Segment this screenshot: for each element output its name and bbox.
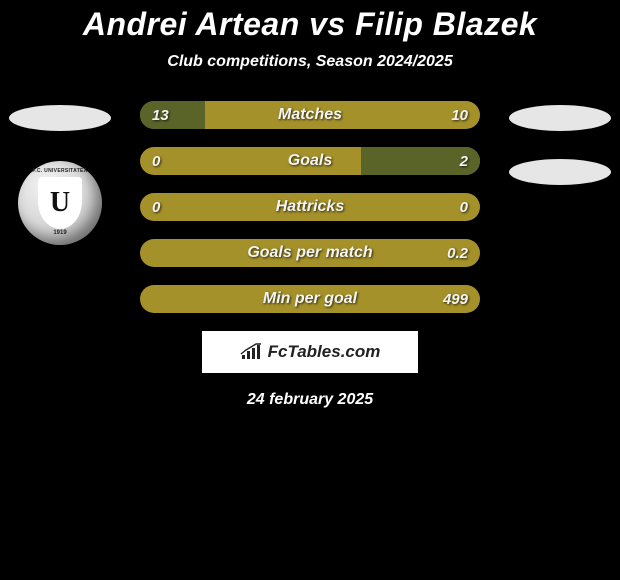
stat-label: Hattricks: [140, 193, 480, 221]
stat-bar: Goals02: [140, 147, 480, 175]
club-badge-shield: U: [38, 177, 82, 229]
right-column: [500, 101, 620, 185]
club-badge-left: F.C. UNIVERSITATEA U 1919: [18, 161, 102, 245]
stat-label: Goals per match: [140, 239, 480, 267]
page-title: Andrei Artean vs Filip Blazek: [0, 6, 620, 43]
club-right-placeholder: [509, 159, 611, 185]
date-text: 24 february 2025: [130, 391, 490, 409]
player-right-placeholder: [509, 105, 611, 131]
stat-fill-left: [140, 101, 205, 129]
stat-value-right: 0.2: [447, 239, 468, 267]
brand-chart-icon: [240, 343, 262, 361]
page-subtitle: Club competitions, Season 2024/2025: [0, 53, 620, 71]
content-row: F.C. UNIVERSITATEA U 1919 Matches1310 Goa…: [0, 101, 620, 409]
stat-value-right: 499: [443, 285, 468, 313]
brand-box[interactable]: FcTables.com: [202, 331, 418, 373]
club-badge-top-text: F.C. UNIVERSITATEA: [18, 168, 102, 174]
stat-value-right: 0: [460, 193, 468, 221]
stat-value-left: 0: [152, 147, 160, 175]
stat-value-right: 10: [451, 101, 468, 129]
stat-value-left: 0: [152, 193, 160, 221]
stats-column: Matches1310Goals02Hattricks00Goals per m…: [120, 101, 500, 409]
stat-bar: Hattricks0 0: [140, 193, 480, 221]
left-column: F.C. UNIVERSITATEA U 1919: [0, 101, 120, 245]
club-badge-year: 1919: [18, 230, 102, 236]
club-badge-letter: U: [50, 189, 70, 217]
comparison-card: Andrei Artean vs Filip Blazek Club compe…: [0, 0, 620, 409]
stat-bar: Min per goal499: [140, 285, 480, 313]
stat-label: Min per goal: [140, 285, 480, 313]
stat-bar: Goals per match0.2: [140, 239, 480, 267]
brand-text: FcTables.com: [268, 342, 381, 362]
stat-bar: Matches1310: [140, 101, 480, 129]
player-left-placeholder: [9, 105, 111, 131]
stat-fill-right: [361, 147, 480, 175]
